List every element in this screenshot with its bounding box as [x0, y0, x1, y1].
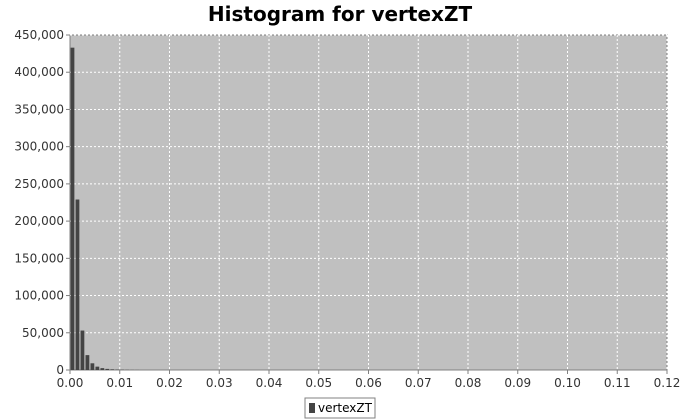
- x-tick-label: 0.10: [554, 376, 581, 390]
- histogram-bar: [75, 199, 80, 370]
- y-tick-label: 350,000: [14, 102, 64, 116]
- x-tick-label: 0.08: [455, 376, 482, 390]
- x-tick-label: 0.12: [654, 376, 680, 390]
- x-tick-label: 0.11: [604, 376, 631, 390]
- y-tick-label: 150,000: [14, 251, 64, 265]
- histogram-bar: [105, 368, 110, 370]
- grid-lines: [70, 34, 668, 370]
- x-tick-label: 0.07: [405, 376, 432, 390]
- y-tick-label: 200,000: [14, 214, 64, 228]
- histogram-bar: [100, 368, 105, 370]
- x-tick-label: 0.09: [504, 376, 531, 390]
- histogram-bar: [70, 47, 75, 371]
- histogram-bar: [80, 330, 85, 370]
- y-tick-label: 0: [56, 363, 64, 377]
- axes: 0 50,000 100,000 150,000 200,000 250,000 300,0…: [14, 28, 680, 390]
- plot-area: [69, 34, 668, 371]
- histogram-bar: [90, 363, 95, 370]
- legend: vertexZT: [304, 397, 376, 419]
- legend-box: [304, 397, 376, 419]
- x-tick-label: 0.03: [206, 376, 233, 390]
- x-tick-label: 0.05: [305, 376, 332, 390]
- histogram-bar: [95, 366, 100, 370]
- x-tick-label: 0.02: [156, 376, 183, 390]
- x-tick-label: 0.01: [106, 376, 133, 390]
- bars: [70, 47, 140, 371]
- y-tick-label: 100,000: [14, 289, 64, 303]
- y-tick-label: 50,000: [22, 326, 64, 340]
- legend-label: vertexZT: [318, 401, 373, 415]
- histogram-bar: [85, 355, 90, 370]
- x-tick-label: 0.00: [57, 376, 84, 390]
- x-tick-label: 0.04: [256, 376, 283, 390]
- y-tick-label: 450,000: [14, 28, 64, 42]
- chart-title: Histogram for vertexZT: [208, 2, 473, 26]
- y-tick-label: 400,000: [14, 65, 64, 79]
- legend-swatch: [309, 403, 315, 413]
- y-tick-label: 250,000: [14, 177, 64, 191]
- y-tick-label: 300,000: [14, 140, 64, 154]
- x-tick-label: 0.06: [355, 376, 382, 390]
- histogram-bar: [110, 369, 115, 370]
